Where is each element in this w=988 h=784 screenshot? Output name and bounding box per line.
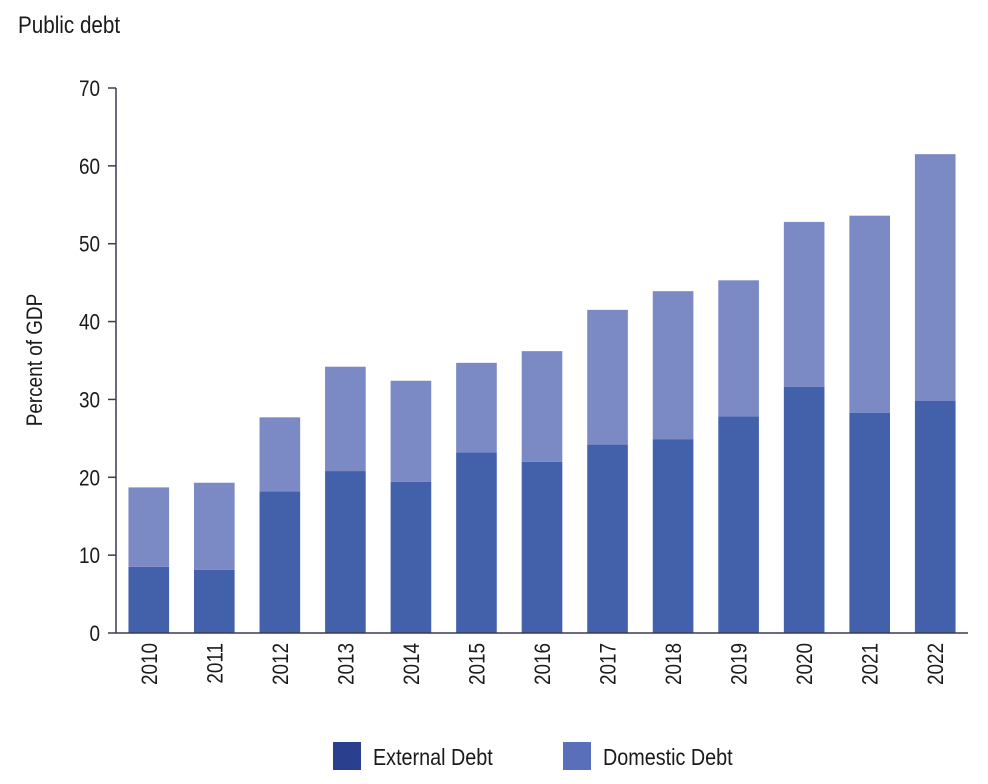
x-axis: 2010 2011 2012 2013 2014 2015 2016 2017 2018 2019… (116, 632, 968, 685)
y-tick-label: 30 (79, 388, 100, 413)
x-tick-label: 2015 (465, 643, 490, 685)
x-tick-label: 2011 (203, 643, 228, 684)
bar-domestic-debt-2011 (193, 482, 235, 570)
x-tick-label: 2019 (727, 643, 752, 685)
bar-external-debt-2013 (325, 471, 366, 633)
x-tick-label: 2018 (662, 643, 687, 685)
bar-domestic-debt-2018 (652, 291, 694, 440)
bar-domestic-debt-2010 (128, 487, 170, 567)
x-tick-label: 2016 (531, 643, 556, 685)
y-axis-label: Percent of GDP (23, 294, 48, 426)
y-tick-label: 50 (79, 232, 100, 257)
y-tick-label: 20 (79, 466, 100, 491)
legend-label-external-debt: External Debt (373, 745, 493, 771)
bar-domestic-debt-2015 (456, 362, 497, 453)
y-tick-label: 70 (79, 77, 100, 102)
bar-domestic-debt-2020 (783, 221, 825, 387)
legend-swatch-external-debt (333, 742, 361, 770)
legend-label-domestic-debt: Domestic Debt (603, 745, 733, 771)
bars (128, 154, 956, 633)
bar-external-debt-2021 (849, 412, 891, 633)
bar-external-debt-2022 (914, 400, 956, 633)
bar-external-debt-2019 (718, 416, 759, 633)
x-tick-label: 2022 (924, 643, 949, 685)
x-tick-label: 2013 (334, 643, 359, 685)
bar-external-debt-2010 (128, 566, 170, 633)
y-tick-label: 10 (79, 544, 100, 569)
bar-domestic-debt-2019 (718, 280, 759, 417)
x-tick-label: 2021 (858, 643, 883, 685)
bar-domestic-debt-2014 (390, 380, 432, 482)
bar-external-debt-2018 (652, 439, 694, 633)
y-axis: 0 10 20 30 40 50 60 70 (79, 77, 117, 647)
bar-domestic-debt-2021 (849, 215, 891, 413)
bar-domestic-debt-2012 (259, 417, 301, 492)
x-tick-label: 2020 (793, 643, 818, 685)
y-tick-label: 40 (79, 310, 100, 335)
x-tick-label: 2017 (596, 643, 621, 685)
bar-external-debt-2011 (193, 569, 235, 633)
chart-title: Public debt (18, 12, 121, 39)
bar-external-debt-2017 (587, 444, 628, 633)
y-tick-label: 60 (79, 155, 100, 180)
bar-domestic-debt-2017 (587, 309, 628, 445)
x-tick-label: 2012 (269, 643, 294, 685)
legend-swatch-domestic-debt (563, 742, 591, 770)
x-tick-label: 2010 (137, 643, 162, 685)
bar-external-debt-2016 (521, 461, 563, 633)
bar-domestic-debt-2016 (521, 351, 563, 462)
bar-domestic-debt-2013 (325, 366, 366, 472)
bar-domestic-debt-2022 (914, 154, 956, 401)
x-tick-label: 2014 (400, 643, 425, 685)
bar-external-debt-2012 (259, 491, 301, 633)
legend: External Debt Domestic Debt (333, 742, 733, 770)
bar-external-debt-2015 (456, 452, 497, 633)
y-tick-label: 0 (89, 622, 100, 647)
bar-external-debt-2014 (390, 481, 432, 633)
bar-external-debt-2020 (783, 386, 825, 633)
